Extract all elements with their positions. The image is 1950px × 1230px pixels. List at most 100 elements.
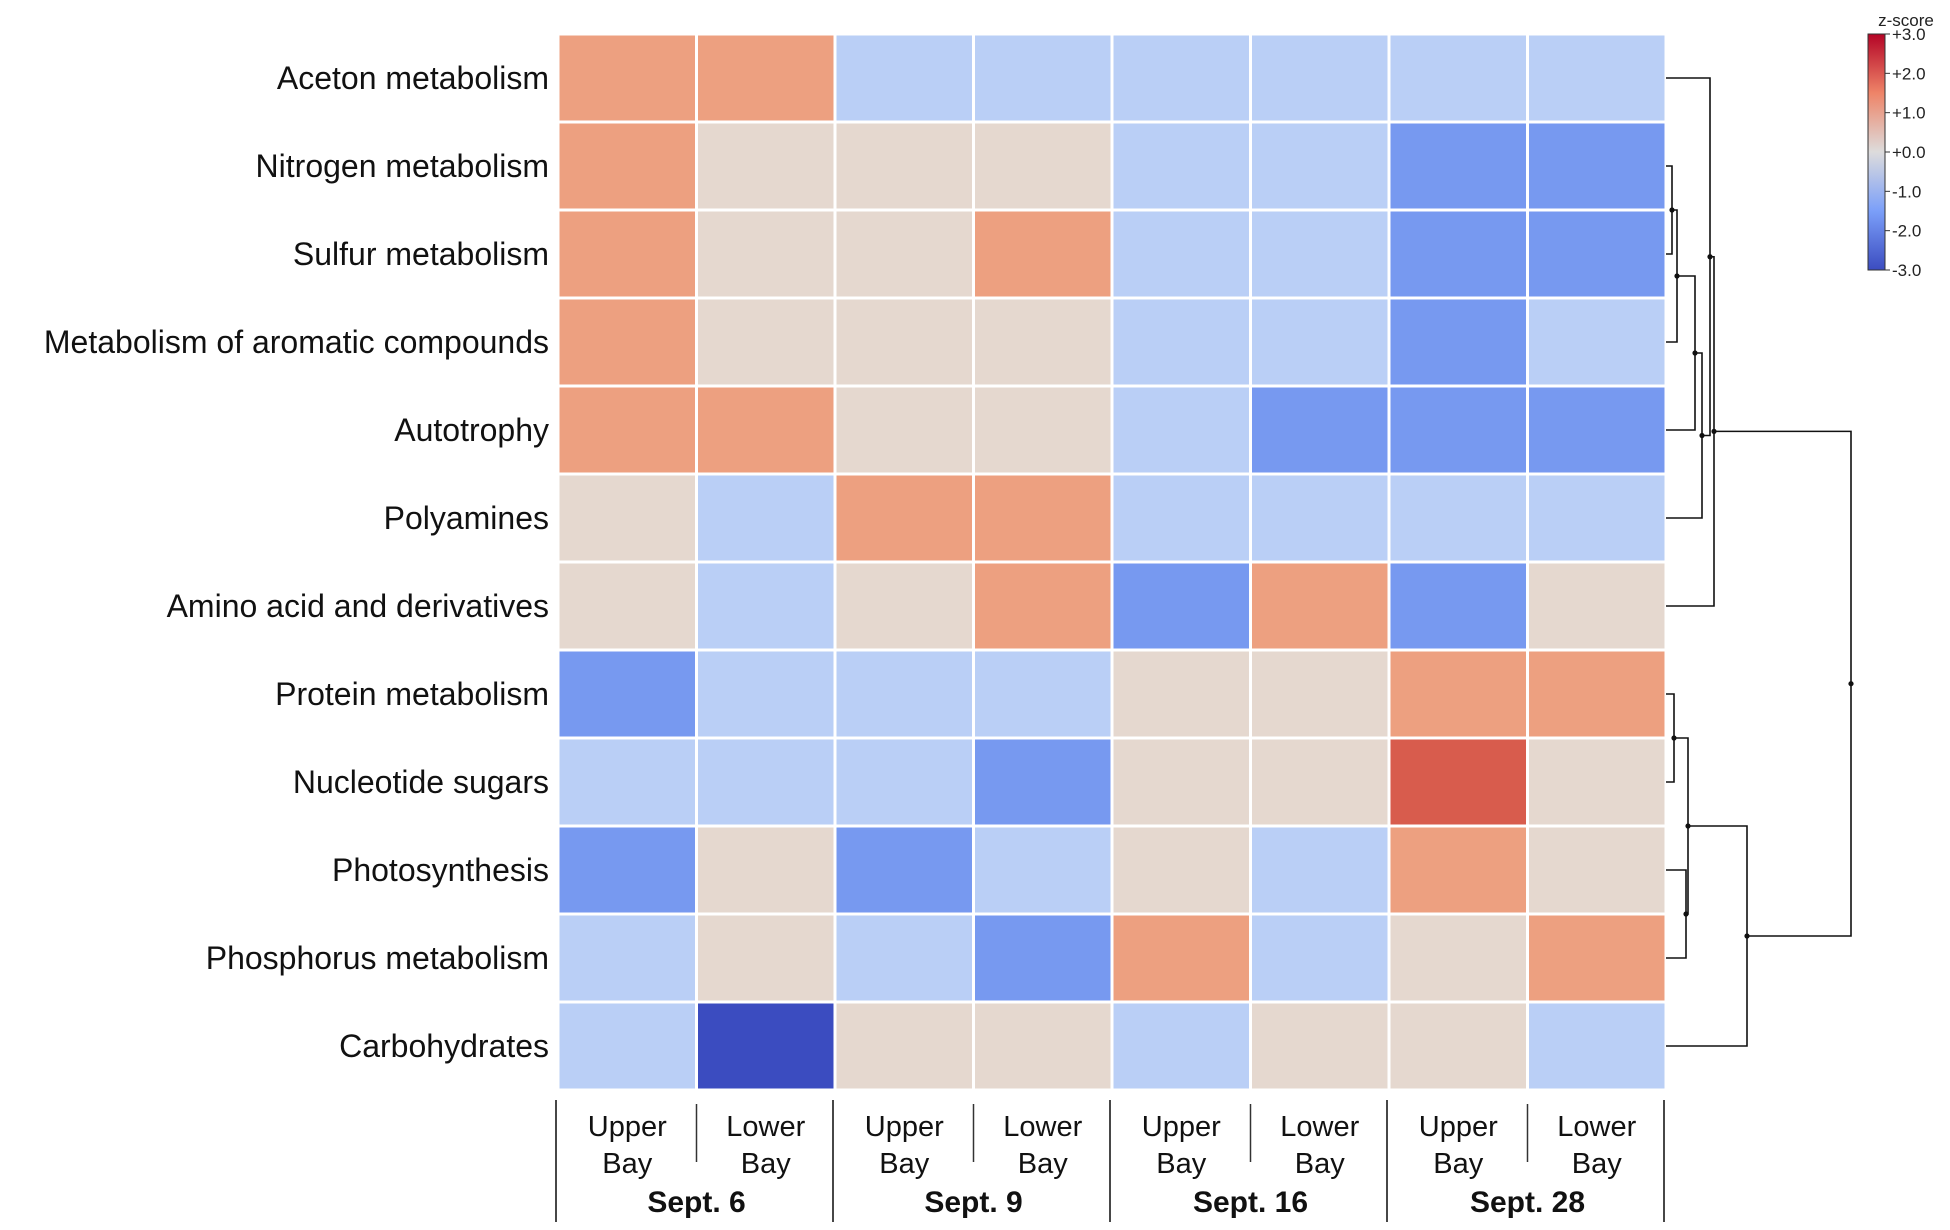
dendrogram-branch [1666,255,1715,607]
column-label-top: Lower [1557,1111,1636,1143]
column-labels: Upper Bay Lower Bay Upper Bay Lower Bay Upper Bay… [588,1104,1637,1180]
row-label: Amino acid and derivatives [167,588,549,624]
heatmap-cell [556,560,698,652]
row-label: Sulfur metabolism [293,236,549,272]
heatmap-cell [1387,208,1529,300]
heatmap-cell [833,32,975,124]
heatmap-cell [1387,912,1529,1004]
heatmap-cell [1249,208,1391,300]
heatmap-cell [1110,824,1252,916]
heatmap-cell [695,472,837,564]
group-labels: Sept. 6 Sept. 9 Sept. 16 Sept. 28 [555,1100,1665,1222]
heatmap-cell [972,560,1114,652]
heatmap-cell [833,296,975,388]
heatmap-cell [1526,32,1668,124]
heatmap-cell [833,648,975,740]
heatmap-cell [972,736,1114,828]
heatmap-cell [972,648,1114,740]
heatmap-cell [1249,912,1391,1004]
heatmap-cell [833,208,975,300]
column-label-bottom: Bay [741,1148,791,1180]
column-label-bottom: Bay [1156,1148,1206,1180]
column-label-bottom: Bay [879,1148,929,1180]
heatmap-cell [556,1000,698,1092]
heatmap-cell [1387,560,1529,652]
heatmap-cell [972,208,1114,300]
column-label-top: Lower [1003,1111,1082,1143]
heatmap-cell [695,824,837,916]
heatmap-cell [833,472,975,564]
heatmap-cell [833,824,975,916]
heatmap-cell [1526,560,1668,652]
heatmap-cell [1526,648,1668,740]
colorbar-tick-label: -3.0 [1892,261,1921,280]
heatmap-cell [1110,32,1252,124]
heatmap-cell [695,1000,837,1092]
row-label: Nitrogen metabolism [256,148,549,184]
heatmap-cell [556,120,698,212]
dendrogram-branch [1714,430,1852,937]
row-label: Photosynthesis [332,852,549,888]
column-label-bottom: Bay [1572,1148,1622,1180]
row-label: Polyamines [384,500,549,536]
colorbar-title: z-score [1878,11,1934,30]
heatmap-cell [1249,648,1391,740]
colorbar-tick-label: +2.0 [1892,64,1926,83]
row-label: Protein metabolism [275,676,549,712]
heatmap-cell [556,32,698,124]
group-label: Sept. 28 [1470,1186,1585,1219]
heatmap-cell [695,648,837,740]
row-label: Nucleotide sugars [293,764,549,800]
heatmap-cell [695,384,837,476]
heatmap-cell [1387,120,1529,212]
heatmap-cell [833,736,975,828]
heatmap-cell [1387,648,1529,740]
heatmap-cell [833,384,975,476]
heatmap-cell [1249,296,1391,388]
colorbar-tick-label: +1.0 [1892,104,1926,123]
heatmap-cell [1110,1000,1252,1092]
heatmap-cell [1387,384,1529,476]
row-label: Phosphorus metabolism [206,940,549,976]
dendrogram-branch [1666,77,1711,437]
heatmap-cell [1110,208,1252,300]
heatmap-cell [972,824,1114,916]
heatmap-cell [695,120,837,212]
heatmap-cell [556,648,698,740]
row-label: Autotrophy [394,412,549,448]
dendrogram-branch [1666,825,1748,1047]
heatmap-cell [1110,736,1252,828]
colorbar-tick-label: -2.0 [1892,222,1921,241]
heatmap-cell [1387,736,1529,828]
group-label: Sept. 6 [647,1186,745,1219]
heatmap-cell [972,384,1114,476]
heatmap-cell [1249,32,1391,124]
heatmap-cell [1526,208,1668,300]
heatmap-cell [1110,560,1252,652]
heatmap-cell [833,912,975,1004]
group-label: Sept. 16 [1193,1186,1308,1219]
heatmap-cell [1249,736,1391,828]
column-label-bottom: Bay [1433,1148,1483,1180]
heatmap-cell [1526,472,1668,564]
group-label: Sept. 9 [924,1186,1022,1219]
heatmap-cell [556,736,698,828]
heatmap-cell [1526,384,1668,476]
row-label: Metabolism of aromatic compounds [44,324,549,360]
heatmap-cell [972,296,1114,388]
heatmap-cell [1387,296,1529,388]
heatmap-cell [972,912,1114,1004]
heatmap-cell [1110,648,1252,740]
heatmap-cell [1526,296,1668,388]
heatmap-cell [1110,296,1252,388]
column-label-top: Upper [588,1111,667,1143]
heatmap-cell [1110,120,1252,212]
heatmap-cell [695,560,837,652]
heatmap-cell [1526,736,1668,828]
dendrogram-branch [1666,869,1687,959]
heatmap-cell [695,296,837,388]
heatmap-cell [972,120,1114,212]
heatmap-cell [1249,1000,1391,1092]
column-label-top: Upper [1142,1111,1221,1143]
